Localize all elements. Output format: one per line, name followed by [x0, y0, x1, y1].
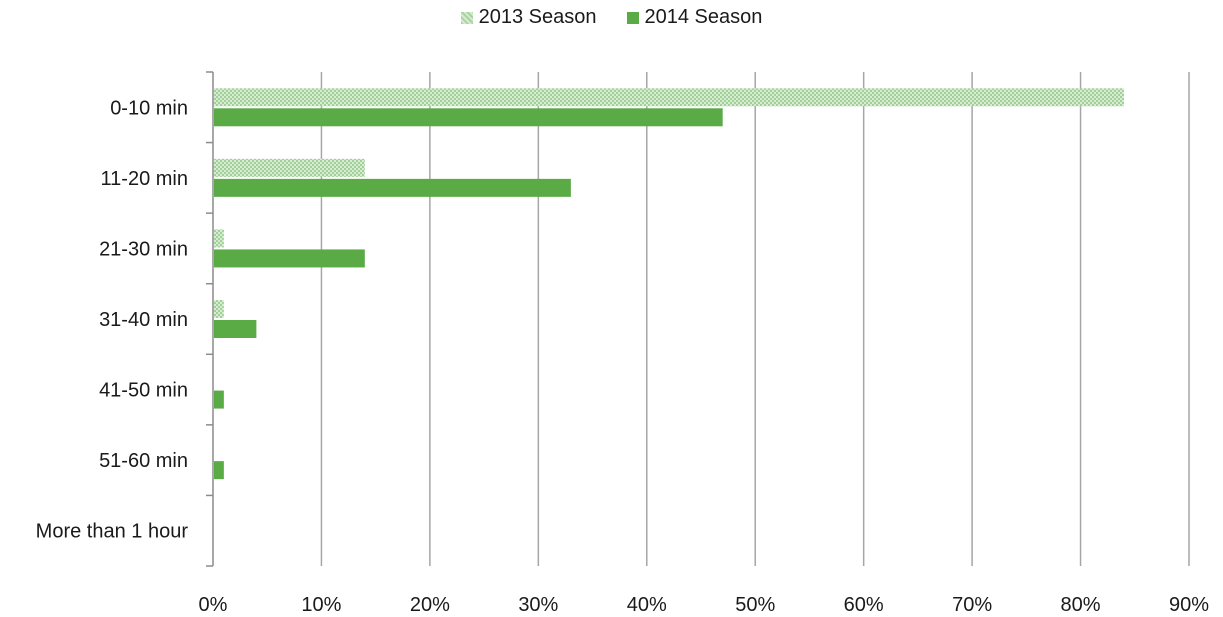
- legend-label-2014: 2014 Season: [644, 6, 763, 28]
- y-tick-label: More than 1 hour: [36, 521, 189, 543]
- x-tick-label: 50%: [735, 594, 775, 616]
- bar-2013-1: [214, 158, 365, 177]
- legend-item-2014: 2014 Season: [626, 6, 763, 29]
- x-tick-label: 20%: [410, 594, 450, 616]
- bar-2014-4: [214, 390, 224, 409]
- x-tick-label: 80%: [1061, 594, 1101, 616]
- y-tick-label: 51-60 min: [99, 450, 188, 472]
- legend-swatch-2013: [460, 11, 473, 24]
- bar-2014-2: [214, 249, 365, 268]
- bar-2013-0: [214, 88, 1124, 107]
- axes: [206, 71, 214, 567]
- x-tick-label: 40%: [627, 594, 667, 616]
- x-tick-label: 60%: [844, 594, 884, 616]
- x-tick-label: 70%: [952, 594, 992, 616]
- bar-2014-3: [214, 320, 257, 338]
- legend: 2013 Season 2014 Season: [0, 6, 1223, 29]
- bar-2013-2: [214, 229, 224, 248]
- legend-item-2013: 2013 Season: [460, 6, 597, 29]
- bar-2014-0: [214, 108, 723, 127]
- legend-label-2013: 2013 Season: [478, 6, 597, 28]
- x-tick-label: 0%: [199, 594, 228, 616]
- y-tick-label: 21-30 min: [99, 238, 188, 260]
- x-tick-label: 30%: [518, 594, 558, 616]
- bar-2014-1: [214, 178, 571, 197]
- x-tick-label: 10%: [301, 594, 341, 616]
- y-tick-label: 0-10 min: [110, 97, 188, 119]
- bar-2014-5: [214, 461, 224, 480]
- tick-labels: 0% 10% 20% 30% 40% 50% 60% 70% 80% 90% 0-10 min 11-…: [36, 97, 1210, 616]
- gridlines: [320, 72, 1190, 566]
- y-tick-label: 41-50 min: [99, 380, 188, 402]
- x-tick-label: 90%: [1169, 594, 1209, 616]
- bar-2013-3: [214, 300, 224, 318]
- bars: [214, 88, 1124, 480]
- y-tick-label: 31-40 min: [99, 309, 188, 331]
- legend-swatch-2014: [626, 11, 639, 24]
- y-tick-label: 11-20 min: [101, 168, 188, 190]
